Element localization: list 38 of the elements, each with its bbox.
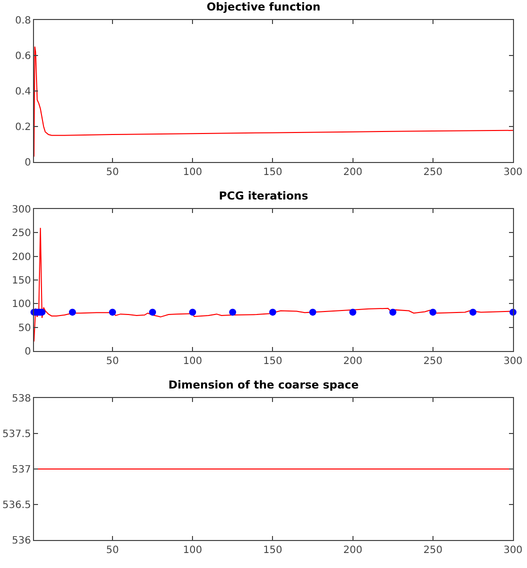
y-tick-label: 536 [12,536,31,546]
chart-title: Objective function [206,0,320,14]
chart-title: PCG iterations [218,190,309,203]
x-tick-label: 200 [343,356,362,367]
x-tick-label: 50 [106,356,119,367]
y-tick-label: 50 [18,322,31,334]
y-tick-label: 150 [12,276,31,286]
x-tick-label: 150 [263,356,282,367]
x-tick-label: 300 [503,545,523,556]
y-tick-label: 0.6 [15,51,31,62]
y-tick-label: 0.2 [15,122,31,133]
x-tick-label: 100 [183,545,202,556]
x-tick-label: 50 [106,167,119,178]
x-tick-label: 250 [423,167,442,178]
x-tick-label: 250 [423,545,442,556]
y-tick-label: 200 [12,252,31,263]
y-tick-label: 538 [12,394,31,404]
y-tick-label: 0 [24,346,31,358]
chart-title: Dimension of the coarse space [168,378,359,392]
x-tick-label: 150 [263,545,282,556]
y-tick-label: 250 [12,228,31,240]
x-tick-label: 100 [183,167,202,178]
x-tick-label: 250 [423,356,442,367]
y-tick-label: 0.8 [15,16,31,26]
x-tick-label: 300 [503,167,523,178]
y-tick-label: 0 [24,158,31,168]
x-tick-label: 300 [503,356,523,367]
y-tick-label: 537 [12,464,31,476]
x-tick-label: 200 [343,545,362,556]
y-tick-label: 0.4 [15,86,31,98]
x-tick-label: 150 [263,167,282,178]
y-tick-label: 300 [12,204,31,216]
y-tick-label: 536.5 [2,500,31,511]
y-tick-label: 537.5 [2,429,31,440]
y-tick-label: 100 [12,299,31,310]
x-tick-label: 200 [343,167,362,178]
x-tick-label: 50 [106,545,119,556]
x-tick-label: 100 [183,356,202,367]
